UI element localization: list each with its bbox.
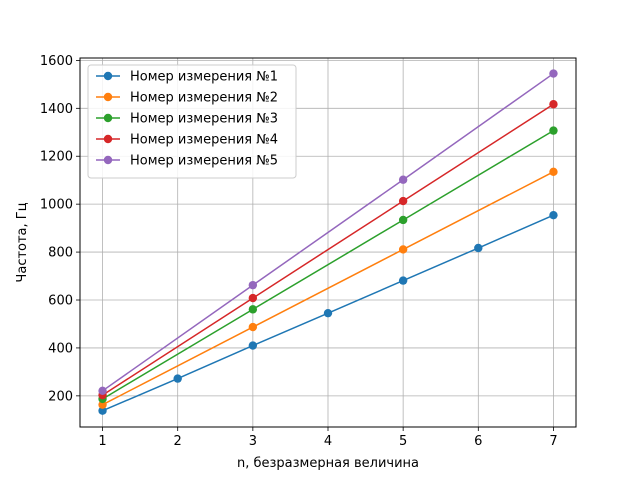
data-point	[248, 305, 258, 314]
y-axis-label: Частота, Гц	[15, 202, 30, 282]
legend: Номер измерения №1 Номер измерения №2 Номе…	[87, 64, 297, 179]
data-point	[98, 400, 107, 409]
data-point	[549, 100, 558, 109]
legend-swatch-marker	[103, 155, 113, 165]
x-tick-label: 4	[324, 434, 332, 449]
x-tick-label: 7	[549, 434, 557, 449]
y-tick-label: 1600	[40, 54, 73, 69]
series-lines	[98, 69, 558, 415]
series-2	[98, 167, 558, 409]
x-tick-label: 6	[474, 434, 482, 449]
data-point	[248, 293, 258, 303]
data-point	[248, 341, 258, 350]
y-axis-ticks: 200 400 600 800 1000 1200 1400 1600	[40, 54, 80, 404]
x-axis-label: n, безразмерная величина	[237, 456, 419, 471]
series-line	[102, 72, 554, 392]
legend-item: Номер измерения №2	[96, 91, 278, 106]
data-point	[98, 406, 107, 415]
series-line	[102, 171, 554, 406]
y-tick-label: 1200	[40, 150, 73, 165]
data-point	[398, 215, 408, 225]
legend-swatch-marker	[103, 71, 113, 81]
data-point	[549, 126, 558, 135]
data-point	[474, 243, 483, 253]
data-point	[248, 280, 258, 290]
legend-label: Номер измерения №1	[130, 70, 278, 85]
x-tick-label: 3	[249, 434, 257, 449]
data-point	[549, 210, 558, 220]
y-tick-label: 200	[48, 389, 73, 404]
y-tick-label: 600	[48, 294, 73, 309]
data-point	[398, 245, 408, 254]
data-point	[398, 276, 408, 285]
y-tick-label: 1000	[40, 198, 73, 213]
data-point	[549, 167, 558, 177]
x-axis-ticks: 1 2 3 4 5 6 7	[98, 427, 558, 449]
data-point	[323, 308, 333, 318]
series-line	[102, 129, 554, 400]
data-point	[173, 374, 182, 383]
data-point	[98, 386, 107, 396]
legend-label: Номер измерения №5	[130, 154, 278, 169]
legend-item: Номер измерения №1	[96, 70, 278, 85]
series-5	[98, 69, 558, 396]
legend-swatch-marker	[103, 134, 113, 144]
x-tick-label: 5	[399, 434, 407, 449]
series-line	[102, 103, 554, 396]
x-tick-label: 2	[174, 434, 182, 449]
legend-box	[87, 64, 297, 179]
legend-label: Номер измерения №4	[130, 133, 278, 148]
y-tick-label: 400	[48, 341, 73, 356]
legend-item: Номер измерения №3	[96, 112, 278, 127]
data-point	[398, 175, 408, 184]
data-point	[398, 196, 408, 206]
legend-item: Номер измерения №5	[96, 154, 278, 169]
legend-label: Номер измерения №3	[130, 112, 278, 127]
x-tick-label: 1	[98, 434, 106, 449]
data-point	[549, 69, 558, 78]
legend-item: Номер измерения №4	[96, 133, 278, 148]
data-point	[248, 322, 258, 332]
y-tick-label: 1400	[40, 102, 73, 117]
legend-label: Номер измерения №2	[130, 91, 278, 106]
legend-swatch-marker	[103, 113, 113, 123]
y-tick-label: 800	[48, 246, 73, 261]
legend-swatch-marker	[103, 92, 113, 102]
series-1	[98, 210, 558, 415]
grid-lines	[80, 58, 576, 427]
